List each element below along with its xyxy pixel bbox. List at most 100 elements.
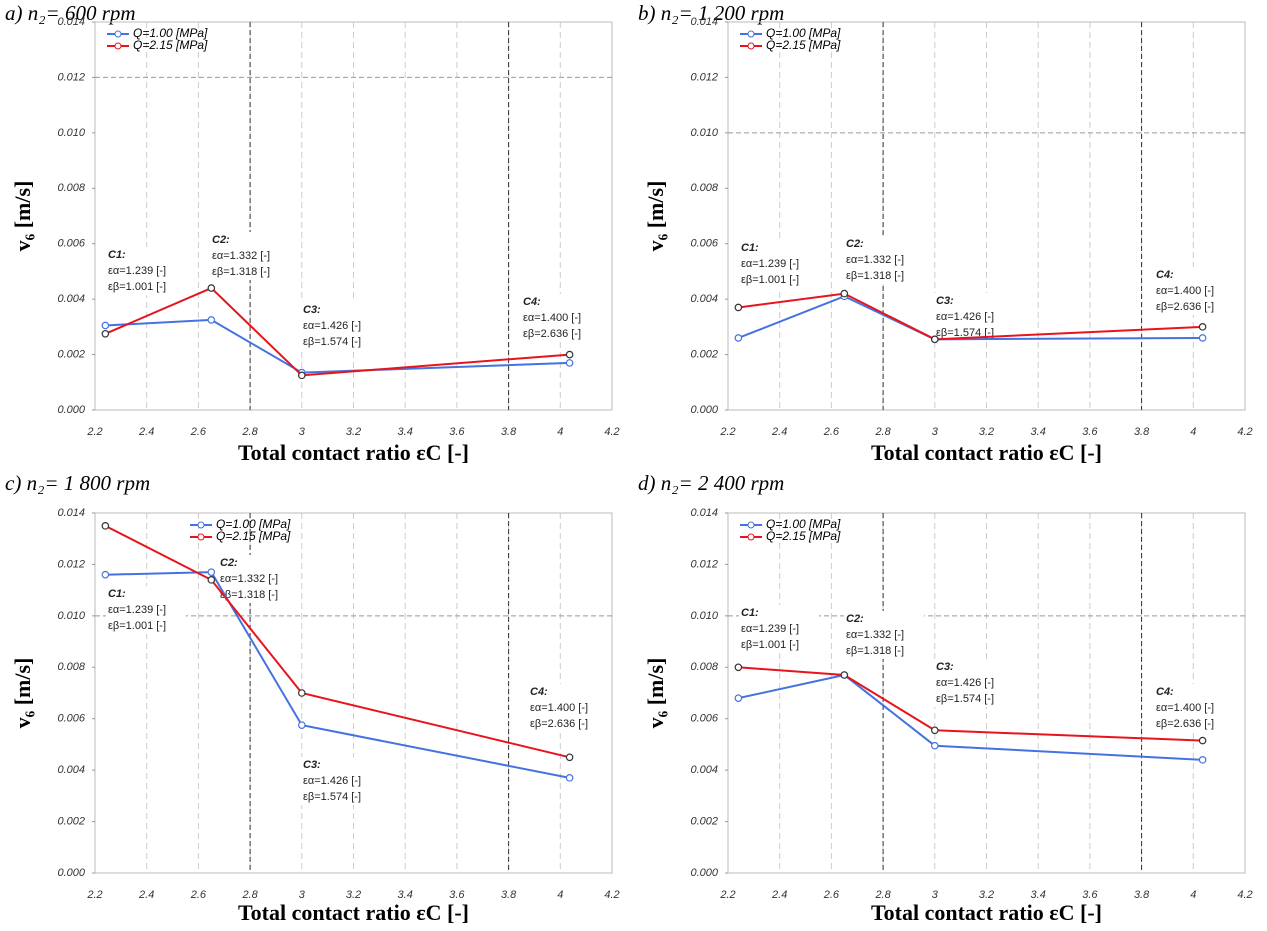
x-tick-label: 4: [557, 426, 563, 438]
x-tick-label: 2.2: [719, 889, 735, 901]
marker: [1198, 736, 1207, 745]
legend-marker: [747, 30, 755, 38]
x-tick-label: 3.2: [979, 426, 994, 438]
x-tick-label: 3.4: [1031, 889, 1046, 901]
annotation-text: εα=1.239 [-]: [108, 265, 166, 277]
y-tick-label: 0.010: [57, 610, 85, 622]
x-tick-label: 2.6: [190, 889, 207, 901]
y-tick-label: 0.002: [690, 348, 718, 360]
x-axis-label: Total contact ratio εC [-]: [238, 440, 469, 465]
x-tick-label: 2.2: [719, 426, 735, 438]
annotation-title: C3:: [303, 759, 321, 771]
x-tick-label: 3.8: [1134, 426, 1150, 438]
marker: [1198, 323, 1207, 331]
x-tick-label: 2.2: [86, 889, 102, 901]
x-tick-label: 4.2: [604, 889, 619, 901]
y-tick-label: 0.014: [690, 16, 718, 28]
marker: [297, 689, 306, 697]
legend-marker: [197, 533, 205, 541]
legend-marker: [197, 521, 205, 529]
x-tick-label: 2.4: [138, 426, 154, 438]
legend-label: Q=2.15 [MPa]: [133, 38, 208, 52]
annotation-title: C3:: [936, 295, 954, 307]
marker: [734, 334, 743, 342]
y-tick-label: 0.010: [690, 127, 718, 139]
annotation-bg: [210, 232, 290, 280]
annotation-bg: [106, 247, 186, 295]
y-tick-label: 0.008: [690, 182, 718, 194]
marker: [565, 774, 574, 782]
x-tick-label: 2.4: [771, 889, 787, 901]
annotation-title: C1:: [108, 249, 126, 261]
annotation-bg: [301, 757, 381, 805]
x-tick-label: 4.2: [1237, 889, 1252, 901]
annotation-title: C3:: [303, 304, 321, 316]
annotation-title: C2:: [846, 613, 864, 625]
legend-marker: [114, 42, 122, 50]
y-axis-label: v₆ [m/s]: [643, 658, 668, 729]
marker: [734, 303, 743, 312]
y-tick-label: 0.002: [57, 348, 85, 360]
marker: [930, 335, 939, 344]
annotation-bg: [844, 611, 924, 659]
annotation-text: εβ=1.574 [-]: [936, 327, 994, 339]
series-line: [738, 666, 1203, 742]
x-tick-label: 3.2: [979, 889, 994, 901]
x-tick-label: 3: [299, 889, 306, 901]
x-tick-label: 3.4: [1031, 426, 1046, 438]
y-tick-label: 0.004: [690, 764, 718, 776]
series-line: [105, 318, 570, 374]
y-tick-label: 0.008: [57, 182, 85, 194]
x-tick-label: 3: [932, 889, 939, 901]
panel: a) n₂= 600 rpm 2.2 2.4 2.6 2.8 3 3.2 3.4 3.6 3.8 4…: [5, 1, 620, 465]
legend-label: Q=1.00 [MPa]: [766, 517, 841, 531]
y-tick-label: 0.008: [690, 661, 718, 673]
y-tick-label: 0.014: [690, 507, 718, 519]
y-tick-label: 0.012: [57, 71, 85, 83]
annotation-text: εα=1.400 [-]: [1156, 285, 1214, 297]
y-axis-label: v₆ [m/s]: [10, 658, 35, 729]
legend-label: Q=2.15 [MPa]: [766, 38, 841, 52]
y-axis-label: v₆ [m/s]: [643, 181, 668, 252]
y-tick-label: 0.004: [57, 764, 85, 776]
annotation-bg: [934, 293, 1014, 341]
x-tick-label: 2.6: [823, 426, 840, 438]
annotation-text: εβ=1.574 [-]: [303, 336, 361, 348]
y-tick-label: 0.006: [690, 238, 718, 250]
series-line: [104, 524, 570, 759]
annotation-text: εβ=1.318 [-]: [212, 266, 270, 278]
x-tick-label: 2.8: [874, 426, 891, 438]
x-tick-label: 3.8: [501, 889, 517, 901]
x-tick-label: 2.2: [86, 426, 102, 438]
x-tick-label: 3.6: [1082, 889, 1098, 901]
y-tick-label: 0.000: [690, 404, 718, 416]
annotation-title: C2:: [220, 557, 238, 569]
panel-title: a) n₂= 600 rpm: [5, 1, 136, 25]
annotation-text: εα=1.400 [-]: [523, 312, 581, 324]
y-tick-label: 0.006: [690, 713, 718, 725]
annotation-title: C2:: [846, 238, 864, 250]
legend-label: Q=2.15 [MPa]: [766, 529, 841, 543]
y-tick-label: 0.014: [57, 16, 85, 28]
x-tick-label: 3.2: [346, 889, 361, 901]
x-tick-label: 2.8: [241, 426, 258, 438]
annotation-text: εα=1.332 [-]: [846, 254, 904, 266]
y-tick-label: 0.008: [57, 661, 85, 673]
annotation-text: εα=1.426 [-]: [936, 677, 994, 689]
marker: [297, 721, 306, 729]
annotation-bg: [301, 302, 381, 350]
annotation-text: εα=1.400 [-]: [530, 702, 588, 714]
y-tick-label: 0.000: [57, 867, 85, 879]
annotation-text: εβ=1.001 [-]: [741, 639, 799, 651]
x-tick-label: 2.4: [771, 426, 787, 438]
panel: b) n₂= 1 200 rpm 2.2 2.4 2.6 2.8 3 3.2 3.4 3.6 3.…: [638, 1, 1253, 465]
x-tick-label: 3: [299, 426, 306, 438]
annotation-title: C4:: [1156, 686, 1174, 698]
y-tick-label: 0.000: [57, 404, 85, 416]
annotation-text: εβ=1.574 [-]: [303, 791, 361, 803]
y-tick-label: 0.012: [57, 558, 85, 570]
y-tick-label: 0.012: [690, 558, 718, 570]
annotation-bg: [1154, 267, 1234, 315]
annotation-text: εα=1.239 [-]: [108, 604, 166, 616]
x-tick-label: 2.8: [874, 889, 891, 901]
